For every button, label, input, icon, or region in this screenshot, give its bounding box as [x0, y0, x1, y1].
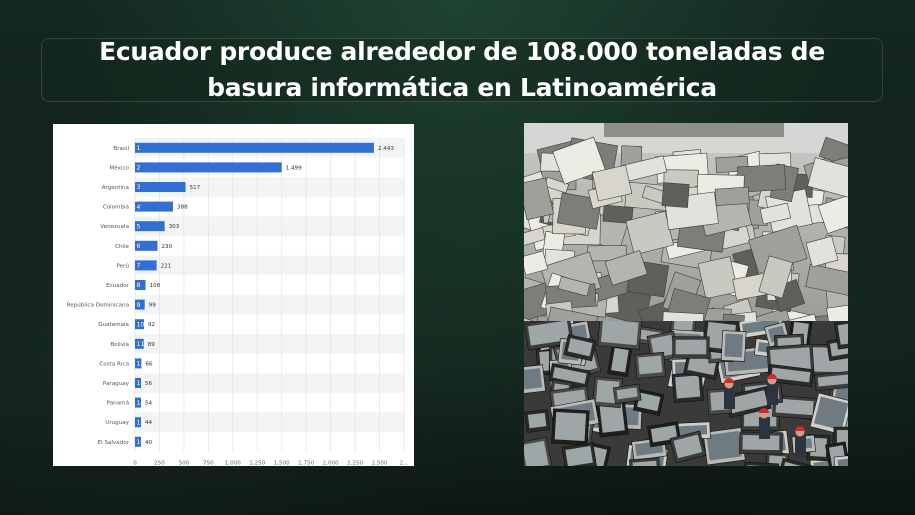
category-label: Guatemala: [98, 322, 129, 328]
category-label: Venezuela: [100, 224, 129, 230]
x-tick-label: 2,000: [323, 461, 339, 466]
x-tick-label: 2...: [400, 461, 409, 466]
rank-label: 9: [137, 302, 141, 309]
monitors-workers-photo: [524, 321, 848, 466]
category-label: Uruguay: [105, 420, 129, 426]
value-label: 1.499: [286, 165, 302, 171]
value-label: 230: [161, 244, 172, 250]
category-label: Ecuador: [106, 283, 130, 289]
value-label: 40: [145, 440, 153, 446]
value-label: 517: [190, 185, 201, 191]
rank-label: 3: [137, 184, 141, 191]
bar: [135, 319, 144, 330]
rank-label: 5: [137, 223, 141, 230]
bar: [135, 436, 141, 447]
x-tick-label: 2,500: [372, 461, 388, 466]
bar-chart: 0 250 500 750 1,000 1,250 1,500 1,750 2,000 2,250…: [67, 138, 409, 467]
value-label: 54: [145, 401, 153, 407]
rank-label: 7: [137, 263, 141, 270]
category-label: Paraguay: [103, 381, 130, 387]
x-tick-label: 2,250: [347, 461, 363, 466]
row-band: [135, 216, 404, 236]
bar: [135, 417, 141, 428]
x-tick-label: 250: [154, 461, 165, 466]
category-label: Chile: [115, 244, 130, 250]
bar: [135, 182, 186, 192]
value-label: 92: [148, 322, 155, 328]
category-label: Colombia: [103, 205, 129, 211]
x-tick-label: 1,500: [274, 461, 290, 466]
row-band: [135, 294, 404, 315]
value-label: 108: [150, 283, 161, 289]
e-waste-pile-photo: [524, 123, 848, 321]
category-label: Perú: [117, 262, 130, 269]
rank-label: 2: [137, 165, 141, 172]
value-label: 66: [145, 361, 153, 367]
bar: [135, 358, 142, 369]
rank-label: 16: [137, 439, 145, 446]
rank-label: 8: [137, 282, 141, 289]
category-label: El Salvador: [98, 440, 130, 446]
x-tick-label: 750: [203, 461, 214, 466]
category-label: Brasil: [113, 146, 129, 152]
category-label: Argentina: [102, 185, 129, 191]
row-band: [135, 177, 404, 197]
rank-label: 13: [137, 380, 145, 387]
row-band: [135, 255, 404, 276]
rank-label: 10: [137, 321, 145, 328]
bar: [135, 142, 374, 153]
value-label: 2.443: [378, 146, 394, 152]
category-label: México: [109, 164, 129, 171]
x-tick-label: 0: [133, 461, 137, 466]
rank-label: 14: [137, 400, 145, 407]
bar: [135, 378, 141, 388]
row-band: [135, 412, 404, 432]
x-tick-label: 1,000: [225, 461, 241, 466]
title-box: Ecuador produce alrededor de 108.000 ton…: [41, 37, 883, 102]
x-tick-label: 1,250: [249, 461, 265, 466]
rank-label: 1: [137, 145, 141, 152]
page-title: Ecuador produce alrededor de 108.000 ton…: [99, 37, 825, 102]
category-label: Panamá: [107, 400, 129, 407]
value-label: 303: [169, 224, 180, 230]
value-label: 221: [161, 263, 172, 269]
bar-chart-panel: 0 250 500 750 1,000 1,250 1,500 1,750 2,000 2,250…: [53, 124, 414, 467]
row-band: [135, 373, 404, 393]
bar: [135, 162, 282, 173]
bar: [135, 221, 165, 232]
rank-label: 6: [137, 243, 141, 250]
x-tick-label: 1,750: [298, 461, 314, 466]
rank-label: 12: [137, 361, 145, 368]
rank-label: 4: [137, 204, 141, 211]
x-tick-label: 500: [179, 461, 190, 466]
value-label: 388: [177, 205, 188, 211]
category-label: República Dominicana: [67, 302, 129, 309]
row-band: [135, 334, 404, 354]
value-label: 56: [145, 381, 153, 387]
rank-label: 15: [137, 419, 145, 426]
bar: [135, 338, 144, 349]
category-label: Bolivia: [110, 342, 129, 348]
value-label: 99: [149, 303, 157, 309]
bar: [135, 201, 173, 212]
value-label: 89: [148, 342, 156, 348]
rank-label: 11: [137, 341, 145, 348]
bar: [135, 240, 158, 251]
bar: [135, 260, 157, 271]
bar: [135, 299, 145, 310]
category-label: Costa Rica: [99, 361, 129, 367]
value-label: 44: [145, 420, 153, 426]
bar: [135, 280, 146, 290]
bar: [135, 397, 141, 408]
